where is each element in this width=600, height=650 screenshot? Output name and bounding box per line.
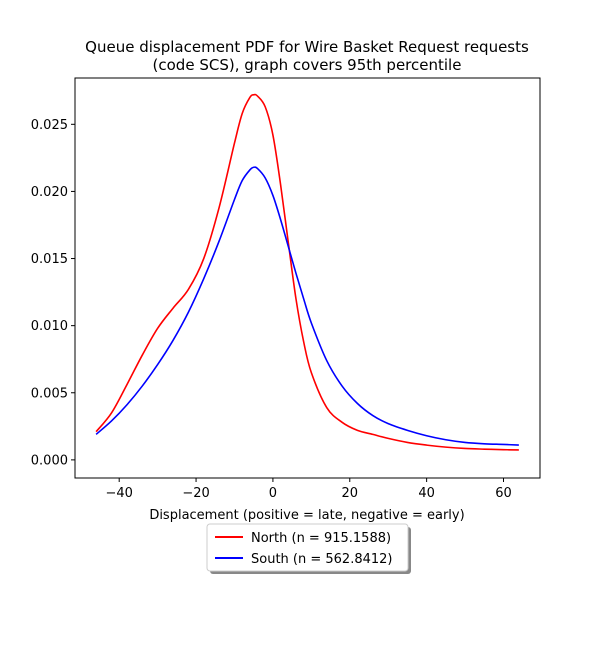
y-tick-label: 0.015 xyxy=(31,252,68,267)
legend-label-north: North (n = 915.1588) xyxy=(251,531,391,546)
y-tick-label: 0.000 xyxy=(31,453,68,468)
x-axis: −40 −20 0 20 40 60 xyxy=(105,478,512,501)
y-tick-label: 0.020 xyxy=(31,185,68,200)
x-tick-label: 40 xyxy=(418,486,435,501)
x-axis-label: Displacement (positive = late, negative … xyxy=(149,508,464,523)
y-axis: 0.000 0.005 0.010 0.015 0.020 0.025 xyxy=(31,118,75,468)
y-tick-label: 0.025 xyxy=(31,118,68,133)
plot-area xyxy=(95,93,519,451)
x-tick-label: 20 xyxy=(341,486,358,501)
y-tick-label: 0.010 xyxy=(31,319,68,334)
legend-label-south: South (n = 562.8412) xyxy=(251,552,392,567)
chart-title-line-2: (code SCS), graph covers 95th percentile xyxy=(153,56,462,74)
x-tick-label: −20 xyxy=(182,486,209,501)
x-tick-label: 60 xyxy=(495,486,512,501)
series-line-south xyxy=(95,166,519,446)
x-tick-label: −40 xyxy=(105,486,132,501)
legend-box xyxy=(206,523,409,572)
plot-frame xyxy=(74,77,541,479)
legend: North (n = 915.1588) South (n = 562.8412… xyxy=(206,523,411,574)
x-tick-label: 0 xyxy=(269,486,277,501)
chart-title-line-1: Queue displacement PDF for Wire Basket R… xyxy=(85,38,529,56)
y-tick-label: 0.005 xyxy=(31,386,68,401)
series-line-north xyxy=(95,93,519,451)
